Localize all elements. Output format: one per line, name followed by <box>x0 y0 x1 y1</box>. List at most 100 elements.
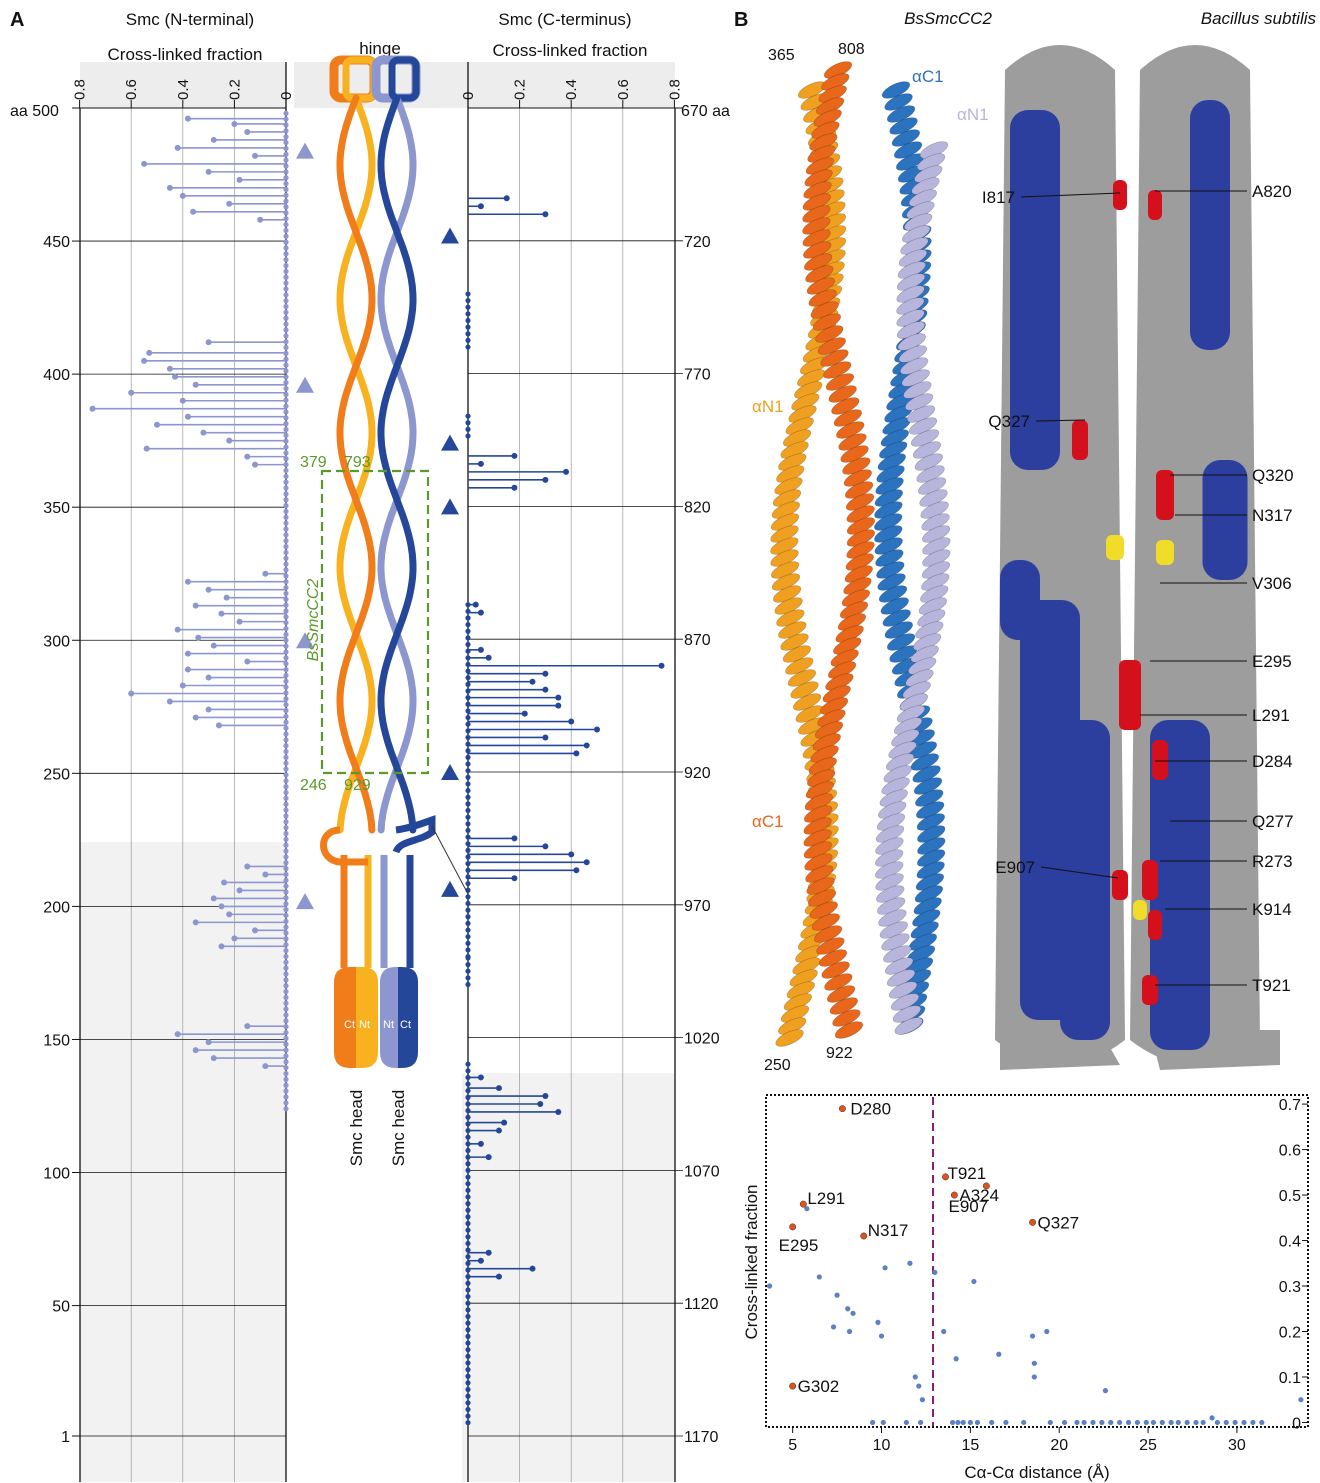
right-zero-dot <box>465 1293 471 1300</box>
scatter-point <box>907 1260 913 1266</box>
left-lollipop-head <box>205 674 212 681</box>
left-lollipop-head <box>174 1031 181 1038</box>
right-tick-label: 720 <box>684 234 711 251</box>
left-zero-dot <box>283 110 289 116</box>
left-zero-dot <box>283 139 289 146</box>
ribbon-label-922: 922 <box>826 1045 853 1062</box>
scatter-point-zero <box>1108 1419 1114 1426</box>
right-zero-dot <box>465 880 471 887</box>
scatter-point <box>941 1328 947 1335</box>
right-tick-label: 770 <box>684 367 711 384</box>
left-zero-dot <box>283 725 289 731</box>
scatter-point-zero <box>1099 1419 1105 1426</box>
left-zero-dot <box>283 737 289 743</box>
right-zero-dot <box>465 781 471 787</box>
right-zero-dot <box>465 628 471 634</box>
helix-orange-turn <box>831 397 860 415</box>
left-title-1: Smc (N-terminal) <box>126 10 254 29</box>
right-zero-dot <box>465 681 471 687</box>
left-lollipop-head <box>141 357 148 364</box>
right-zero-dot <box>465 1114 471 1120</box>
helix-orange-turn <box>832 1009 861 1027</box>
surface-blue-patch <box>1010 110 1060 470</box>
left-lollipop-head <box>262 1063 269 1070</box>
right-zero-dot <box>465 1234 471 1240</box>
left-lollipop-head <box>262 570 269 577</box>
left-lollipop-head <box>218 903 225 910</box>
helix-orange-turn <box>833 409 862 427</box>
scatter-point-label: A324 <box>959 1186 999 1205</box>
left-lollipop-head <box>226 911 233 918</box>
helix-orange-turn <box>828 385 857 403</box>
right-zero-dot <box>465 1386 471 1393</box>
right-lollipop-head <box>555 694 562 701</box>
left-zero-dot <box>283 988 289 995</box>
right-zero-dot <box>465 668 471 674</box>
smc-schematic: hinge 379 793 246 929 BsSmcCC2 Ct Nt Nt … <box>294 39 469 1166</box>
surface-left-leader <box>1035 419 1086 422</box>
left-zero-dot <box>283 479 289 485</box>
scatter-point <box>996 1351 1002 1357</box>
left-zero-dot <box>283 385 289 392</box>
right-zero-dot <box>465 714 471 721</box>
right-zero-dot <box>465 894 471 900</box>
right-zero-dot <box>465 420 471 426</box>
left-zero-dot <box>283 807 289 813</box>
right-zero-dot <box>465 635 471 641</box>
left-zero-dot <box>283 503 289 509</box>
left-zero-dot <box>283 175 289 181</box>
head-left-nt <box>356 967 378 1068</box>
scatter-point-zero <box>967 1419 973 1426</box>
right-lollipop-head <box>537 1101 544 1107</box>
right-zero-dot <box>465 1201 471 1207</box>
helix-orange-turn <box>825 373 855 391</box>
left-lollipop-head <box>210 642 217 649</box>
surface-red-patch <box>1148 190 1162 220</box>
right-zero-dot <box>465 1420 471 1426</box>
right-zero-dot <box>465 1307 471 1313</box>
right-lollipop-head <box>658 662 665 669</box>
right-zero-dot <box>465 981 471 988</box>
helix-orange-turn <box>826 985 856 1003</box>
right-zero-dot <box>465 331 471 337</box>
right-lollipop-head <box>511 452 518 459</box>
right-lollipop-head <box>477 646 484 653</box>
right-lollipop-head <box>472 601 479 608</box>
right-zero-dot <box>465 291 471 297</box>
helix-orange-turn <box>829 997 858 1015</box>
surface-red-patch <box>1112 870 1128 900</box>
left-zero-dot <box>283 497 289 503</box>
left-zero-dot <box>283 403 289 409</box>
right-lollipop-head <box>542 476 549 483</box>
surface-right-label: D284 <box>1252 752 1293 771</box>
left-tick-label: 450 <box>43 234 70 251</box>
right-zero-dot <box>465 1367 471 1373</box>
left-lollipop-head <box>236 176 243 183</box>
left-zero-dot <box>283 368 289 374</box>
left-zero-dot <box>283 344 289 351</box>
hinge-label: hinge <box>359 39 401 58</box>
left-zero-dot <box>283 473 289 479</box>
right-title-1: Smc (C-terminus) <box>498 10 631 29</box>
left-zero-dot <box>283 321 289 327</box>
right-zero-dot <box>465 1214 471 1220</box>
left-lollipop-head <box>218 610 225 617</box>
right-axis-band <box>462 62 675 108</box>
left-lollipop-head <box>215 722 222 729</box>
head-right-nt <box>380 967 398 1068</box>
scatter-point-zero <box>1150 1419 1156 1426</box>
scatter-point-zero <box>1159 1419 1165 1426</box>
scatter-point-label: L291 <box>807 1189 845 1208</box>
helix-blue-turn <box>886 633 916 651</box>
right-zero-dot <box>465 1313 471 1320</box>
strand-lavender <box>377 94 417 834</box>
left-triangle-marker <box>296 893 314 910</box>
right-zero-dot <box>465 807 471 814</box>
surface-blue-patch <box>1202 460 1248 580</box>
left-lollipop-head <box>192 1047 199 1054</box>
scatter-point <box>1044 1328 1050 1335</box>
strand-yellow <box>336 94 376 834</box>
left-zero-dot <box>283 233 289 239</box>
box-label-929: 929 <box>344 777 371 794</box>
scatter-point-zero <box>1223 1419 1229 1426</box>
